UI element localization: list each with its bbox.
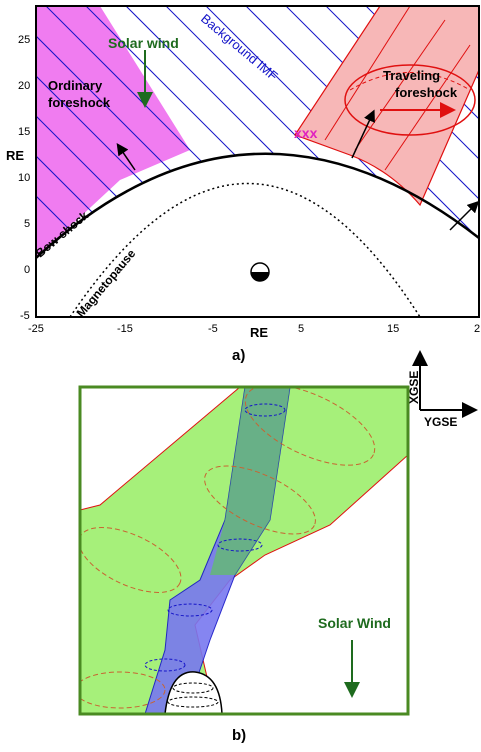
traveling-foreshock-region [294,6,479,207]
solar-wind-label: Solar wind [108,35,179,51]
y-tick: 15 [18,126,30,138]
y-gse-label: YGSE [424,415,457,429]
y-tick: 25 [18,34,30,46]
gse-axes: XGSE YGSE [407,350,478,429]
magnetopause-curve [69,182,421,317]
x-tick: -25 [28,323,44,335]
background-imf-label: Background IMF [198,11,281,84]
normal-arrow-left [116,143,136,171]
blue-rings [144,403,286,672]
x-ticks: -25 -15 -5 5 15 2 [28,323,480,335]
y-tick: 5 [24,218,30,230]
x-tick: -5 [208,323,218,335]
blue-inner-band [210,387,290,575]
y-tick: -5 [20,310,30,322]
ring-lines [80,387,376,709]
earth-icon [250,262,270,282]
traveling-foreshock-label-2: foreshock [395,85,458,100]
panel-a-caption: a) [232,347,245,364]
bow-shock-curve [36,152,479,259]
panel-b: Solar Wind XGSE YGSE b) [78,350,478,744]
panel-b-frame [78,385,410,716]
x-tick: 15 [387,323,399,335]
ordinary-foreshock-label-1: Ordinary [48,78,103,93]
y-tick: 0 [24,264,30,276]
panel-a-frame [35,5,480,318]
y-tick: 20 [18,80,30,92]
normal-arrow-center [351,109,375,159]
x-marks-label: xxx [294,125,318,141]
ordinary-foreshock-label-2: foreshock [48,95,111,110]
magnetosheath-region [36,153,479,317]
normal-arrow-right [449,200,479,231]
x-axis-label: RE [250,325,268,340]
y-tick: 10 [18,172,30,184]
traveling-foreshock-ellipse [344,64,476,136]
x-tick: -15 [117,323,133,335]
panel-b-caption: b) [232,727,246,744]
y-ticks: 25 20 15 10 5 0 -5 [18,34,30,322]
x-tick: 5 [298,323,304,335]
x-gse-label: XGSE [407,371,421,404]
traveling-foreshock-label-1: Traveling [383,68,440,83]
y-axis-label: RE [6,148,24,163]
solar-wind-label-b: Solar Wind [318,615,391,631]
panel-a: Solar wind Background IMF Ordinary fores… [6,5,480,364]
x-tick: 2 [474,323,480,335]
